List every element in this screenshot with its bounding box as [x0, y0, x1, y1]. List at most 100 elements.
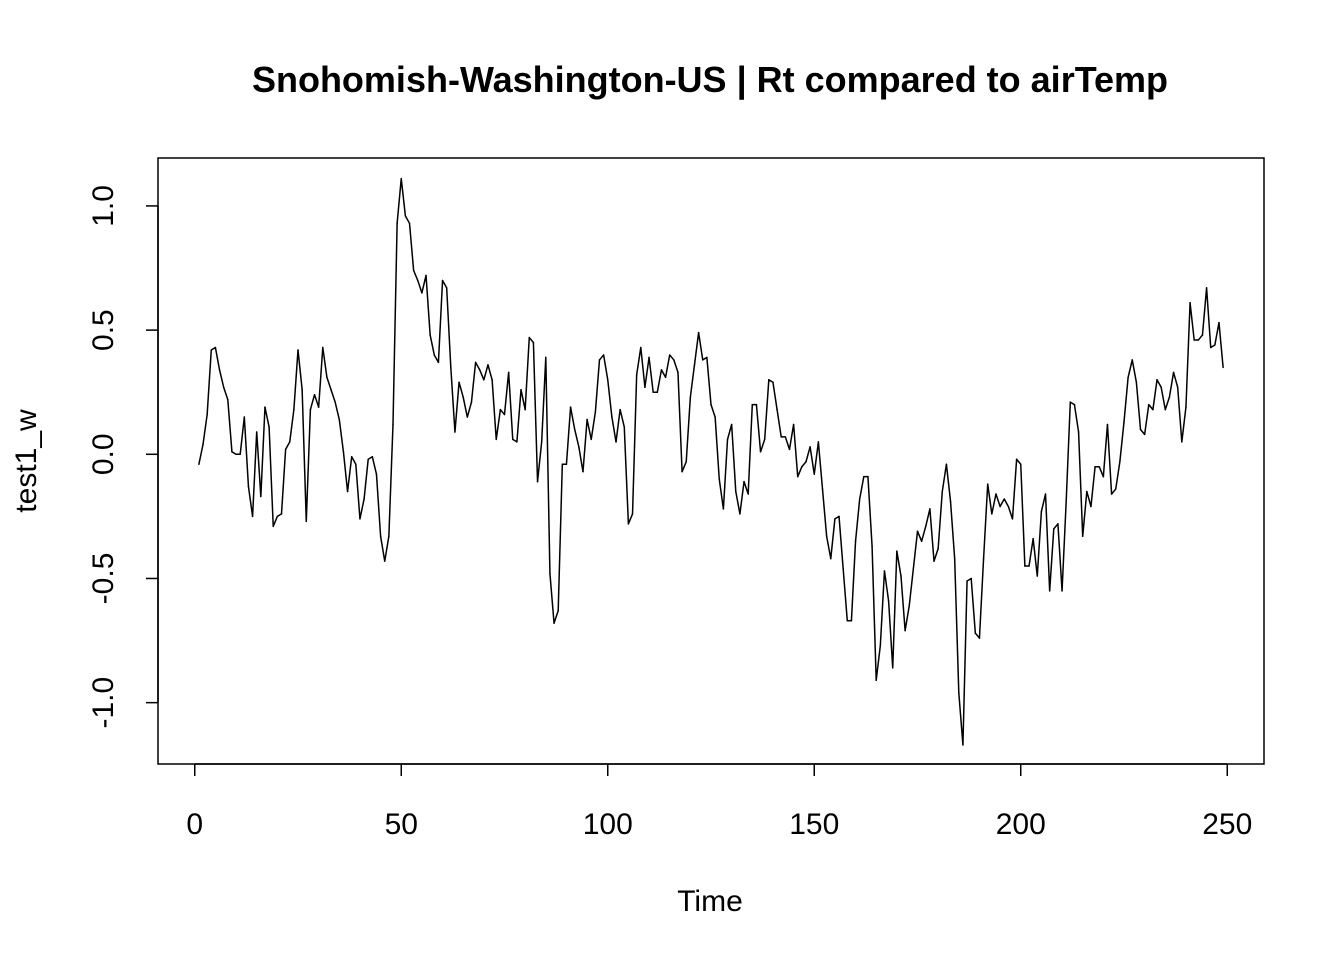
data-point: [1176, 386, 1179, 388]
data-point: [483, 379, 485, 381]
data-point: [1102, 475, 1105, 478]
data-point: [549, 572, 551, 575]
data-point: [1168, 396, 1171, 398]
data-point: [425, 274, 427, 277]
data-point: [640, 346, 642, 349]
data-point: [1090, 505, 1092, 508]
data-point: [796, 475, 799, 478]
data-point: [573, 428, 576, 431]
data-point: [619, 408, 621, 411]
data-point: [999, 505, 1001, 508]
data-point: [202, 443, 204, 446]
data-point: [714, 416, 716, 418]
data-point: [875, 679, 877, 682]
data-point: [206, 413, 208, 416]
data-point: [478, 369, 481, 371]
data-point: [1156, 379, 1158, 381]
data-point: [776, 408, 778, 411]
data-point: [1197, 339, 1200, 341]
data-point: [602, 354, 605, 356]
data-point: [821, 488, 824, 490]
data-point: [474, 361, 477, 364]
data-point: [1048, 590, 1051, 592]
data-point: [363, 498, 365, 500]
data-point: [383, 560, 386, 562]
data-point: [1061, 590, 1063, 592]
data-point: [722, 508, 725, 510]
data-point: [747, 493, 749, 495]
data-point: [375, 473, 378, 475]
x-axis: 0 50 100 150 200 250: [186, 763, 1252, 841]
data-point: [214, 346, 217, 349]
data-point: [982, 557, 985, 560]
data-point: [272, 525, 274, 528]
data-point: [222, 386, 225, 388]
data-point: [1069, 401, 1072, 403]
data-point: [974, 632, 977, 634]
data-point: [1127, 376, 1129, 379]
data-point: [561, 463, 564, 465]
data-point: [284, 448, 287, 451]
data-point: [536, 480, 539, 483]
y-tick-label: -0.5: [87, 553, 120, 605]
data-point: [668, 354, 671, 356]
data-point: [1148, 403, 1150, 406]
data-point: [1139, 428, 1142, 431]
data-point: [1077, 431, 1080, 433]
data-point: [289, 441, 291, 443]
data-point: [1044, 493, 1047, 495]
data-point: [305, 520, 308, 523]
data-point: [1032, 537, 1034, 540]
data-point: [834, 518, 836, 520]
data-point: [276, 515, 279, 518]
data-point: [701, 359, 704, 361]
data-point: [359, 518, 361, 520]
x-tick-label: 0: [186, 808, 203, 841]
data-point: [953, 557, 956, 560]
plot-frame: [157, 157, 1265, 765]
data-point: [706, 356, 708, 359]
y-axis-label: test1_w: [10, 409, 43, 513]
data-point: [850, 619, 853, 622]
data-point: [949, 500, 952, 503]
data-point: [904, 629, 906, 632]
data-point: [623, 426, 626, 428]
data-point: [739, 513, 741, 515]
data-point: [466, 416, 469, 418]
data-point: [772, 381, 774, 384]
data-point: [540, 441, 543, 443]
data-point: [532, 341, 535, 344]
data-point: [1036, 575, 1039, 577]
data-point: [293, 408, 295, 411]
data-point: [1110, 493, 1113, 495]
data-point: [941, 490, 944, 493]
y-axis: -1.0 -0.5 0.0 0.5 1.0: [87, 185, 159, 729]
data-point: [1185, 406, 1187, 408]
data-point: [730, 423, 733, 426]
data-point: [986, 483, 989, 485]
y-tick-label: 1.0: [87, 185, 120, 227]
data-point: [210, 349, 213, 351]
data-point: [991, 513, 993, 515]
data-point: [755, 403, 758, 406]
data-point: [218, 369, 221, 371]
data-point: [247, 485, 250, 488]
data-point: [1114, 488, 1117, 490]
data-point: [255, 431, 258, 433]
data-point: [1007, 505, 1010, 508]
data-point: [1053, 528, 1055, 530]
data-point: [1003, 498, 1005, 500]
data-point: [768, 379, 770, 381]
data-point: [1094, 465, 1096, 468]
data-point: [995, 493, 997, 495]
data-point: [404, 215, 407, 217]
data-point: [838, 515, 840, 518]
data-point: [445, 287, 448, 289]
data-point: [1119, 461, 1121, 463]
data-point: [805, 461, 807, 463]
data-point: [759, 451, 762, 453]
data-point: [371, 456, 374, 458]
x-tick-label: 150: [789, 808, 839, 841]
data-point: [735, 490, 737, 493]
data-point: [763, 438, 766, 441]
